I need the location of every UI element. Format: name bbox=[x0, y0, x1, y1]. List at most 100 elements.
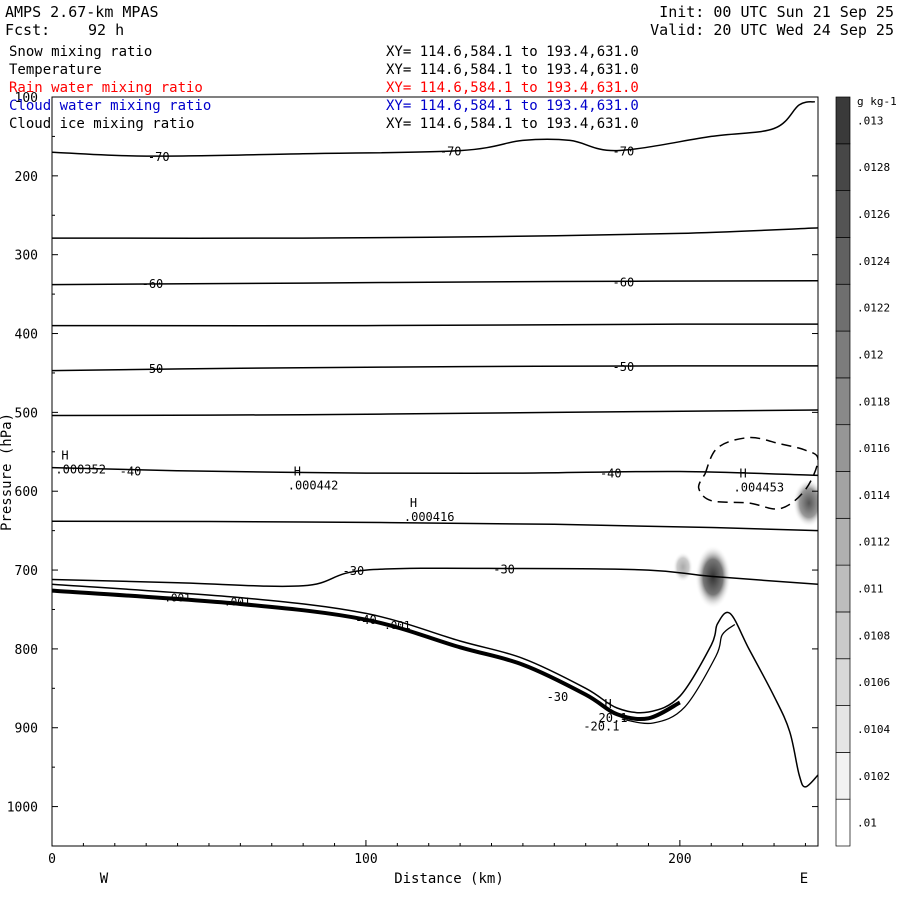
isotherm-line bbox=[52, 100, 816, 157]
init-time: Init: 00 UTC Sun 21 Sep 25 bbox=[659, 3, 894, 21]
y-tick-label: 1000 bbox=[7, 801, 38, 816]
colorbar-swatch bbox=[835, 705, 851, 753]
x-tick-label: 0 bbox=[48, 852, 56, 867]
colorbar-level-label: .0118 bbox=[857, 395, 890, 408]
isotherm-line bbox=[52, 520, 818, 532]
colorbar-swatch bbox=[835, 190, 851, 238]
contour-label: -20.1 bbox=[583, 719, 619, 733]
contour-label: -30 bbox=[547, 690, 569, 704]
y-tick-label: 900 bbox=[15, 722, 38, 737]
small-contour-label: .001 bbox=[164, 592, 191, 605]
extremum-value: 20.1 bbox=[599, 711, 628, 725]
field-xy-range: XY= 114.6,584.1 to 193.4,631.0 bbox=[386, 44, 639, 60]
contour-label: -70 bbox=[148, 150, 170, 164]
extremum-value: .000416 bbox=[404, 510, 455, 524]
colorbar-level-label: .0108 bbox=[857, 629, 890, 642]
extremum-symbol: H bbox=[605, 697, 612, 711]
y-tick-label: 400 bbox=[15, 328, 38, 343]
near-surface-contour-bundle bbox=[52, 588, 681, 722]
dashed-cloud-contour bbox=[697, 436, 818, 510]
extremum-symbol: H bbox=[294, 464, 301, 478]
field-xy-range: XY= 114.6,584.1 to 193.4,631.0 bbox=[386, 116, 639, 132]
terrain-surface-line bbox=[52, 583, 818, 788]
forecast-hours: 92 h bbox=[88, 21, 125, 39]
contour-label: -70 bbox=[440, 145, 462, 159]
colorbar-level-label: .0112 bbox=[857, 536, 890, 549]
colorbar-swatch bbox=[835, 237, 851, 285]
contour-label: -60 bbox=[613, 275, 635, 289]
field-name: Cloud ice mixing ratio bbox=[9, 116, 195, 132]
colorbar-level-label: .011 bbox=[857, 583, 884, 596]
colorbar-swatch bbox=[835, 377, 851, 426]
field-name: Rain water mixing ratio bbox=[9, 80, 203, 96]
x-tick-label: 100 bbox=[354, 852, 377, 867]
extremum-value: .000352 bbox=[55, 463, 106, 477]
near-surface-contour-line bbox=[621, 623, 736, 725]
isotherm-line bbox=[52, 279, 818, 286]
colorbar-level-label: .0116 bbox=[857, 442, 890, 455]
colorbar-swatch bbox=[835, 283, 851, 332]
colorbar-swatch bbox=[835, 143, 851, 191]
field-name: Cloud water mixing ratio bbox=[9, 98, 212, 114]
isotherm-line bbox=[52, 466, 818, 477]
colorbar-swatch bbox=[835, 96, 851, 145]
colorbar-level-label: .0104 bbox=[857, 723, 890, 736]
colorbar-swatch bbox=[835, 564, 851, 613]
cloud-ice-edge-shading bbox=[793, 479, 818, 527]
x-axis-label: Distance (km) bbox=[394, 871, 504, 887]
forecast-label: Fcst: bbox=[5, 21, 51, 39]
contour-label: -30 bbox=[343, 564, 365, 578]
extremum-symbol: H bbox=[410, 496, 417, 510]
field-name: Snow mixing ratio bbox=[9, 44, 153, 60]
field-name: Temperature bbox=[9, 62, 102, 78]
west-label: W bbox=[100, 871, 109, 887]
colorbar-swatch bbox=[835, 752, 851, 800]
field-xy-range: XY= 114.6,584.1 to 193.4,631.0 bbox=[386, 80, 639, 96]
colorbar-swatch bbox=[835, 658, 851, 706]
colorbar-level-label: .0124 bbox=[857, 255, 890, 268]
colorbar-swatch bbox=[835, 798, 851, 847]
colorbar-level-label: .0102 bbox=[857, 770, 890, 783]
field-xy-range: XY= 114.6,584.1 to 193.4,631.0 bbox=[386, 98, 639, 114]
isotherm-line bbox=[52, 365, 818, 372]
colorbar-level-label: .0128 bbox=[857, 161, 890, 174]
contour-label: -40 bbox=[120, 465, 142, 479]
colorbar-level-label: .0114 bbox=[857, 489, 890, 502]
y-tick-label: 300 bbox=[15, 249, 38, 264]
isotherm-line bbox=[52, 567, 818, 588]
colorbar-swatch bbox=[835, 517, 851, 566]
extremum-symbol: H bbox=[61, 449, 68, 463]
isotherm-line bbox=[52, 409, 818, 417]
contour-label: -40 bbox=[600, 466, 622, 480]
contour-label: -50 bbox=[142, 362, 164, 376]
small-contour-label: .001 bbox=[224, 596, 251, 609]
colorbar-swatch bbox=[835, 471, 851, 519]
extremum-value: .000442 bbox=[288, 478, 339, 492]
y-tick-label: 800 bbox=[15, 643, 38, 658]
y-axis-label: Pressure (hPa) bbox=[0, 413, 15, 531]
contour-label: -60 bbox=[142, 277, 164, 291]
y-tick-label: 100 bbox=[15, 91, 38, 106]
isotherm-line bbox=[52, 323, 818, 327]
colorbar-unit: g kg-1 bbox=[857, 95, 897, 108]
colorbar-level-label: .0122 bbox=[857, 302, 890, 315]
contour-label: -40 bbox=[355, 613, 377, 627]
y-tick-label: 600 bbox=[15, 485, 38, 500]
colorbar-level-label: .01 bbox=[857, 817, 877, 830]
colorbar-level-label: .013 bbox=[857, 114, 884, 127]
model-title: AMPS 2.67-km MPAS bbox=[5, 3, 159, 21]
colorbar-level-label: .0106 bbox=[857, 676, 890, 689]
colorbar-swatch bbox=[835, 330, 851, 379]
y-tick-label: 500 bbox=[15, 406, 38, 421]
extremum-symbol: H bbox=[740, 467, 747, 481]
cloud-ice-minor-shading bbox=[673, 552, 693, 582]
colorbar-swatch bbox=[835, 424, 851, 472]
contour-label: -30 bbox=[493, 562, 515, 576]
y-tick-label: 200 bbox=[15, 170, 38, 185]
x-tick-label: 200 bbox=[668, 852, 691, 867]
east-label: E bbox=[800, 871, 808, 887]
contour-label: -70 bbox=[613, 145, 635, 159]
y-tick-label: 700 bbox=[15, 564, 38, 579]
colorbar-level-label: .012 bbox=[857, 348, 884, 361]
